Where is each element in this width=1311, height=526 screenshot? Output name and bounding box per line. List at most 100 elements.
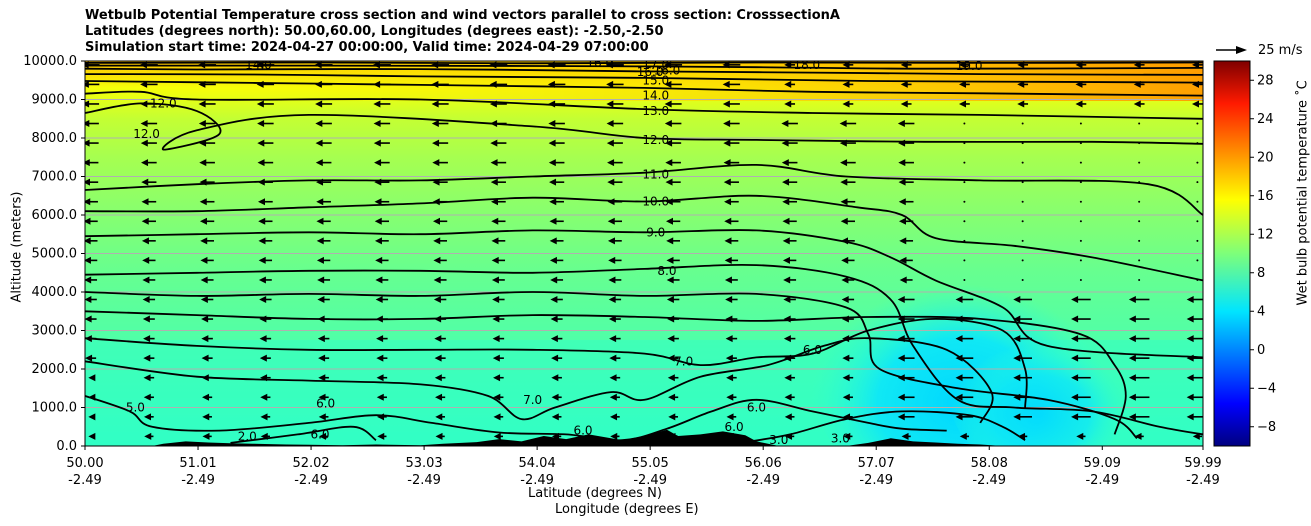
wind-vector-head xyxy=(1013,295,1021,303)
wind-vector-head xyxy=(550,295,558,303)
wind-vector xyxy=(143,393,154,401)
wind-vector-head xyxy=(606,120,614,128)
wind-vector xyxy=(374,237,389,245)
contour-label: 15.0 xyxy=(642,73,669,87)
wind-vector xyxy=(375,256,389,264)
wind-vector xyxy=(667,315,680,323)
wind-vector xyxy=(1196,161,1199,164)
wind-vector xyxy=(665,198,681,206)
wind-vector-head xyxy=(433,295,441,303)
wind-vector xyxy=(1079,200,1082,203)
wind-vector xyxy=(897,413,915,421)
wind-vector xyxy=(610,413,620,421)
wind-vector-head xyxy=(898,139,906,147)
wind-vector xyxy=(841,315,854,323)
wind-vector xyxy=(1128,354,1150,362)
title-line-2: Latitudes (degrees north): 50.00,60.00, … xyxy=(85,24,664,39)
wind-vector xyxy=(551,354,563,362)
wind-vector xyxy=(606,100,624,108)
wind-vector xyxy=(143,354,155,362)
x-tick-label-lat: 50.00 xyxy=(66,456,103,471)
wind-vector xyxy=(260,432,270,440)
wind-vector xyxy=(1138,278,1141,281)
wind-vector xyxy=(492,335,505,343)
contour-line xyxy=(85,395,947,442)
contour-label: 17.0 xyxy=(642,58,669,72)
title-line-1: Wetbulb Potential Temperature cross sect… xyxy=(85,8,840,23)
wind-vector xyxy=(897,295,915,303)
wind-vector-head xyxy=(374,198,382,206)
y-tick-label: 2000.0 xyxy=(32,362,78,377)
wind-vector xyxy=(314,80,333,88)
wind-vector xyxy=(550,276,564,284)
wind-vector xyxy=(315,159,332,167)
wind-vector-head xyxy=(374,178,382,186)
wind-vector-head xyxy=(1071,374,1079,382)
wind-vector xyxy=(955,393,974,401)
contours xyxy=(85,61,1203,444)
wind-vector xyxy=(88,374,96,382)
wind-vector-head xyxy=(260,374,268,382)
wind-vector xyxy=(490,120,507,128)
colorbar-tick-label: 12 xyxy=(1257,227,1274,242)
wind-vector-head xyxy=(85,335,92,343)
wind-vector xyxy=(608,295,622,303)
wind-vector xyxy=(1021,122,1024,125)
wind-vector xyxy=(1021,220,1024,223)
wind-vector-head xyxy=(897,120,905,128)
wind-vector xyxy=(85,335,97,343)
quiver-key-label: 25 m/s xyxy=(1258,43,1303,58)
wind-vector-head xyxy=(85,295,92,303)
wind-vector-head xyxy=(144,432,152,440)
wind-vector-head xyxy=(958,100,966,108)
wind-vector-head xyxy=(607,198,615,206)
wind-vector xyxy=(201,354,213,362)
wind-vector-dot xyxy=(1196,259,1199,262)
wind-vector-dot xyxy=(963,142,966,145)
wind-vector-head xyxy=(840,198,848,206)
terrain xyxy=(152,429,1003,446)
wind-vector xyxy=(1138,200,1141,203)
wind-vector xyxy=(784,100,796,108)
wind-vector xyxy=(781,159,798,167)
wind-vector xyxy=(318,432,329,440)
wind-vector xyxy=(1196,259,1199,262)
wind-vector-head xyxy=(726,374,734,382)
wind-vector xyxy=(139,61,158,69)
contour-label: 12.0 xyxy=(642,133,669,147)
contour-label: 6.0 xyxy=(316,397,335,411)
wind-vector-head xyxy=(432,139,440,147)
wind-vector-head xyxy=(431,100,439,108)
wind-vector xyxy=(259,335,272,343)
wind-vector-head xyxy=(491,276,499,284)
wind-vector xyxy=(963,181,966,184)
wind-vector-head xyxy=(1133,80,1141,88)
wind-vector xyxy=(201,335,213,343)
wind-vector xyxy=(1128,413,1150,421)
wind-vector xyxy=(433,295,447,303)
wind-vector-dot xyxy=(1196,278,1199,281)
wind-vector-head xyxy=(490,139,498,147)
x-tick-label-lon: -2.49 xyxy=(1085,473,1119,488)
contour-line xyxy=(85,80,1203,97)
wind-vector xyxy=(668,393,679,401)
wind-vector xyxy=(493,413,504,421)
wind-vector-head xyxy=(142,276,150,284)
wind-vector xyxy=(257,139,274,147)
wind-vector-head xyxy=(607,237,615,245)
wind-vector xyxy=(1196,200,1199,203)
wind-vector-dot xyxy=(1021,278,1024,281)
wind-vector-dot xyxy=(1196,220,1199,223)
wind-vector-head xyxy=(667,354,675,362)
wind-vector xyxy=(256,61,275,69)
wind-vector-head xyxy=(490,178,498,186)
wind-vector xyxy=(726,413,737,421)
wind-vector xyxy=(784,374,795,382)
wind-vector-head xyxy=(899,217,907,225)
wind-vector xyxy=(256,80,275,88)
y-tick-label: 1000.0 xyxy=(32,401,78,416)
wind-vector xyxy=(610,432,620,440)
wind-vector-head xyxy=(315,139,323,147)
wind-vector xyxy=(1079,220,1082,223)
